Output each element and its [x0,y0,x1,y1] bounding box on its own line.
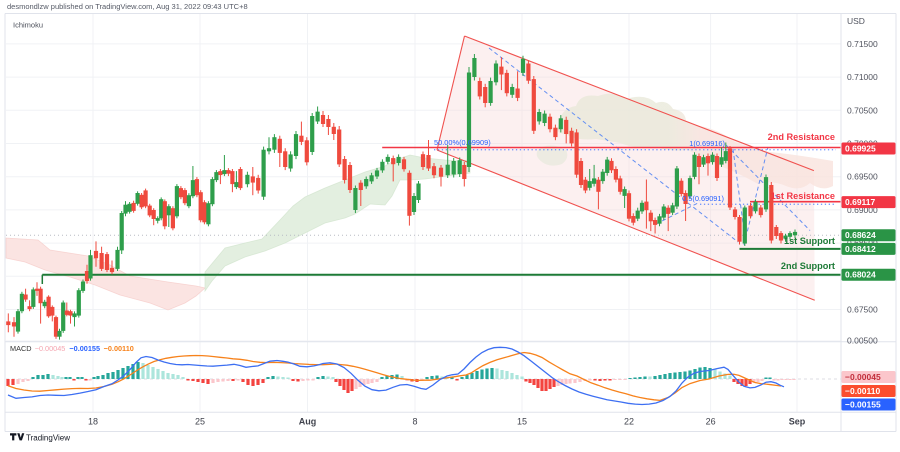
svg-text:0.69500: 0.69500 [847,172,878,182]
svg-text:50.00%(0.69909): 50.00%(0.69909) [434,138,491,147]
svg-text:−0.00155: −0.00155 [69,344,100,353]
svg-text:26: 26 [706,417,716,427]
svg-text:22: 22 [624,417,634,427]
svg-text:0.00500: 0.00500 [847,336,878,346]
svg-text:2nd Resistance: 2nd Resistance [768,132,835,142]
svg-text:1(0.69916): 1(0.69916) [689,139,725,148]
svg-text:desmondlzw published on Tradin: desmondlzw published on TradingView.com,… [7,2,248,11]
svg-text:−0.00155: −0.00155 [845,400,881,410]
svg-text:18: 18 [88,417,98,427]
svg-text:1st Support: 1st Support [784,236,835,246]
svg-text:0.69000: 0.69000 [847,205,878,215]
svg-text:−0.00045: −0.00045 [845,372,881,382]
svg-text:−0.00110: −0.00110 [104,344,134,353]
svg-text:−0.00045: −0.00045 [35,344,66,353]
svg-text:TradingView: TradingView [26,434,70,443]
svg-text:0.68412: 0.68412 [845,244,876,254]
svg-text:8: 8 [412,417,417,427]
svg-text:0.5(0.69091): 0.5(0.69091) [682,194,724,203]
svg-text:MACD: MACD [10,344,32,353]
svg-text:−0.00110: −0.00110 [845,386,880,396]
svg-text:USD: USD [847,16,865,26]
svg-text:25: 25 [195,417,205,427]
svg-text:0.67500: 0.67500 [847,305,878,315]
svg-text:15: 15 [517,417,527,427]
svg-text:0.69925: 0.69925 [845,144,876,154]
svg-text:Ichimoku: Ichimoku [13,21,43,30]
svg-text:Sep: Sep [789,417,806,427]
svg-text:0.68624: 0.68624 [845,230,876,240]
svg-text:0.71500: 0.71500 [847,39,878,49]
svg-text:1st Resistance: 1st Resistance [771,191,835,201]
svg-text:0.69117: 0.69117 [845,197,876,207]
svg-text:Aug: Aug [299,417,317,427]
svg-text:0.68024: 0.68024 [845,270,876,280]
svg-text:0.70500: 0.70500 [847,105,878,115]
svg-text:2nd Support: 2nd Support [781,261,835,271]
svg-text:0.71000: 0.71000 [847,72,878,82]
